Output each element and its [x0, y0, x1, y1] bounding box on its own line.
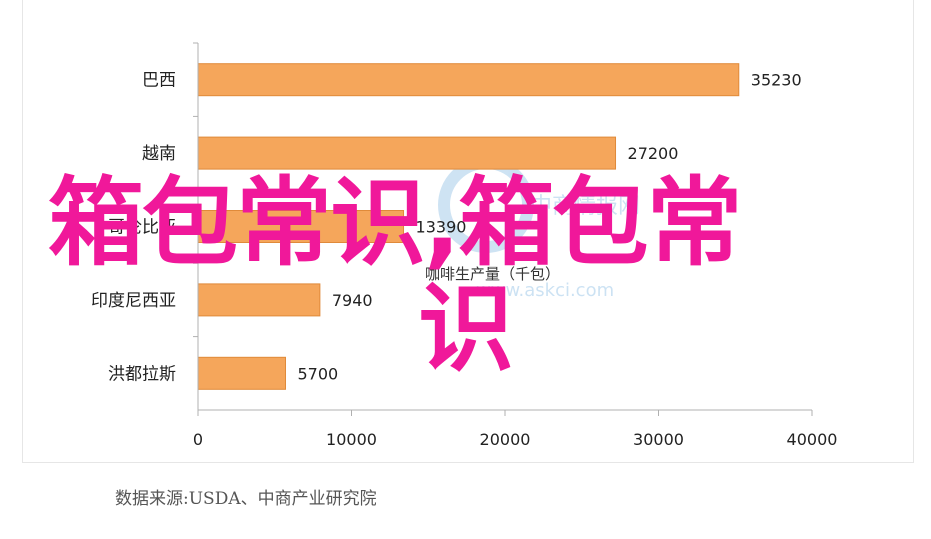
data-label: 13390 — [416, 218, 467, 237]
bar — [197, 210, 405, 243]
data-label: 27200 — [628, 144, 679, 163]
x-tick-label: 40000 — [787, 430, 838, 449]
data-label: 7940 — [332, 291, 373, 310]
x-tick-label: 10000 — [326, 430, 377, 449]
logo-url: www.askci.com — [476, 280, 614, 301]
x-tick-label: 20000 — [480, 430, 531, 449]
logo-watermark: 中商情报网 www.askci.com — [438, 157, 640, 301]
data-label: 35230 — [751, 71, 802, 90]
category-label: 哥伦比亚 — [108, 218, 176, 238]
chart-frame — [22, 0, 914, 463]
bar — [197, 63, 740, 97]
logo-text: 中商情报网 — [530, 194, 640, 219]
watermark-line-1: 箱包常识,箱包常 — [48, 167, 742, 279]
category-label: 印度尼西亚 — [91, 291, 176, 311]
data-label: 5700 — [297, 364, 338, 383]
x-tick-label: 0 — [193, 430, 203, 449]
x-tick-label: 30000 — [633, 430, 684, 449]
category-label: 洪都拉斯 — [108, 364, 176, 384]
bar — [197, 283, 321, 317]
source-note: 数据来源:USDA、中商产业研究院 — [115, 489, 377, 509]
watermark-line-2: 识 — [418, 273, 514, 385]
category-label: 巴西 — [142, 71, 176, 91]
bar-chart: 中商情报网 www.askci.com 巴西 35230 越南 27200 哥伦比亚 13… — [91, 42, 838, 449]
chart-annotation: 咖啡生产量（千包） — [425, 265, 560, 283]
bar — [197, 136, 617, 170]
category-label: 越南 — [142, 144, 176, 164]
watermark-overlay: 箱包常识,箱包常 识 — [48, 170, 908, 382]
